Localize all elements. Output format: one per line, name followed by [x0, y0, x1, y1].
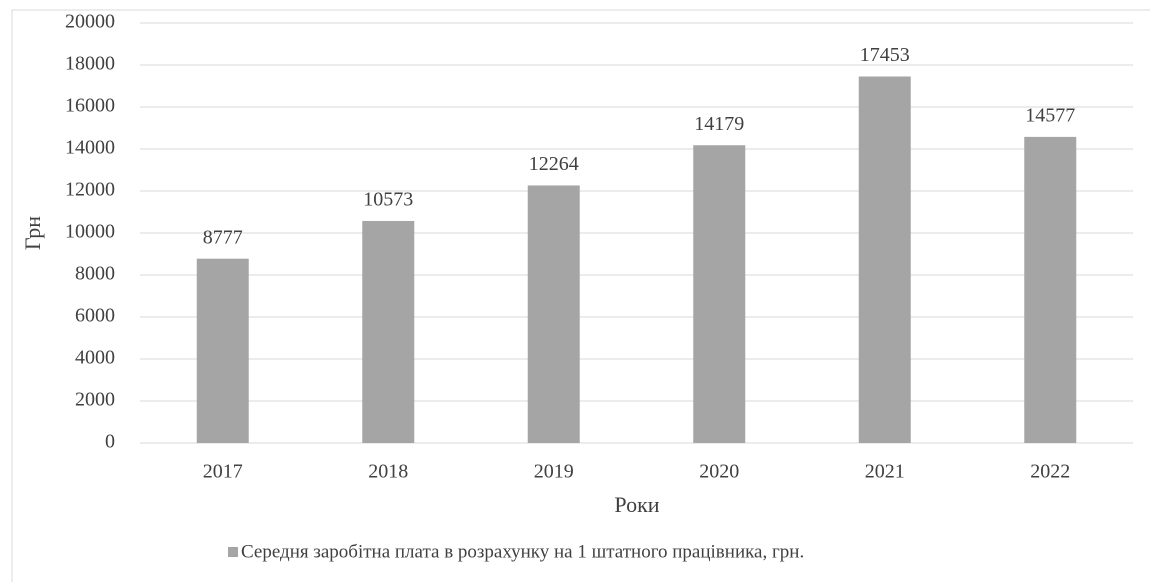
x-axis-title: Роки	[614, 492, 659, 517]
x-tick-label: 2020	[699, 461, 739, 483]
legend-swatch	[228, 547, 238, 557]
bar	[858, 76, 911, 443]
bar	[196, 258, 249, 443]
x-tick-label: 2022	[1030, 461, 1070, 483]
y-tick-label: 2000	[75, 389, 115, 411]
bar	[693, 145, 746, 443]
x-tick-label: 2018	[368, 461, 408, 483]
x-tick-label: 2021	[865, 461, 905, 483]
y-tick-label: 20000	[65, 11, 115, 33]
bar	[1024, 136, 1077, 443]
y-tick-label: 18000	[65, 53, 115, 75]
y-tick-label: 4000	[75, 347, 115, 369]
data-label: 14577	[1025, 104, 1075, 126]
legend-label: Середня заробітна плата в розрахунку на …	[241, 541, 804, 562]
y-axis-title: Грн	[20, 216, 45, 250]
chart-border	[11, 9, 1150, 582]
x-tick-label: 2019	[534, 461, 574, 483]
y-tick-label: 8000	[75, 263, 115, 285]
x-tick-label: 2017	[203, 461, 243, 483]
bar	[527, 185, 580, 443]
data-label: 14179	[694, 113, 744, 135]
bar	[362, 220, 415, 443]
y-tick-label: 14000	[65, 137, 115, 159]
data-label: 8777	[203, 226, 243, 248]
data-label: 12264	[529, 153, 579, 175]
y-tick-label: 16000	[65, 95, 115, 117]
data-label: 17453	[860, 44, 910, 66]
y-tick-label: 12000	[65, 179, 115, 201]
y-tick-label: 0	[105, 431, 115, 453]
y-tick-label: 10000	[65, 221, 115, 243]
y-tick-label: 6000	[75, 305, 115, 327]
data-label: 10573	[363, 189, 413, 211]
